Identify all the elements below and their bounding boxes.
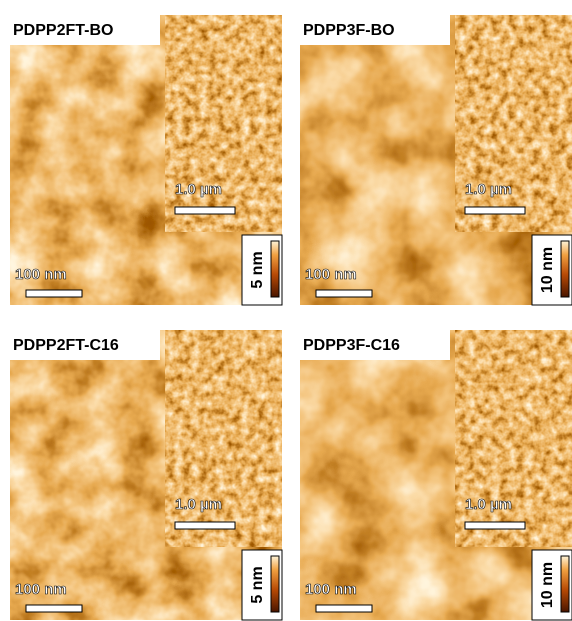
afm-panel: PDPP3F-BO 1.0 µm 100 nm 10 nm — [300, 15, 572, 305]
inset-scale-label: 1.0 µm — [175, 181, 222, 198]
scale-label: 100 nm — [305, 581, 357, 598]
afm-panel: PDPP2FT-C16 1.0 µm 100 nm 5 nm — [10, 330, 282, 620]
scale-bar — [26, 605, 82, 612]
scale-label: 100 nm — [305, 266, 357, 283]
colorbar — [561, 556, 569, 612]
panel-title: PDPP3F-BO — [303, 22, 395, 39]
inset-scale-label: 1.0 µm — [465, 496, 512, 513]
colorbar — [271, 556, 279, 612]
figure: PDPP2FT-BO 1.0 µm 100 nm 5 nm PDPP3F-BO 1.0 µ… — [0, 0, 572, 621]
inset-scale-bar — [175, 522, 235, 529]
inset-scale-label: 1.0 µm — [465, 181, 512, 198]
inset-scale-bar — [175, 207, 235, 214]
afm-panel: PDPP3F-C16 1.0 µm 100 nm 10 nm — [300, 330, 572, 620]
inset-image — [455, 330, 572, 547]
colorbar-label: 5 nm — [249, 251, 266, 288]
inset-image — [455, 15, 572, 232]
scale-label: 100 nm — [15, 266, 67, 283]
inset-image — [165, 330, 282, 547]
colorbar — [561, 241, 569, 297]
panel-title: PDPP2FT-C16 — [13, 337, 119, 354]
panel-title: PDPP2FT-BO — [13, 22, 113, 39]
inset-scale-bar — [465, 522, 525, 529]
panel-title: PDPP3F-C16 — [303, 337, 400, 354]
colorbar-label: 5 nm — [249, 566, 266, 603]
inset-scale-bar — [465, 207, 525, 214]
colorbar — [271, 241, 279, 297]
inset-image — [165, 15, 282, 232]
afm-panel: PDPP2FT-BO 1.0 µm 100 nm 5 nm — [10, 15, 282, 305]
scale-bar — [316, 605, 372, 612]
scale-bar — [26, 290, 82, 297]
colorbar-label: 10 nm — [539, 562, 556, 608]
scale-label: 100 nm — [15, 581, 67, 598]
scale-bar — [316, 290, 372, 297]
inset-scale-label: 1.0 µm — [175, 496, 222, 513]
colorbar-label: 10 nm — [539, 247, 556, 293]
